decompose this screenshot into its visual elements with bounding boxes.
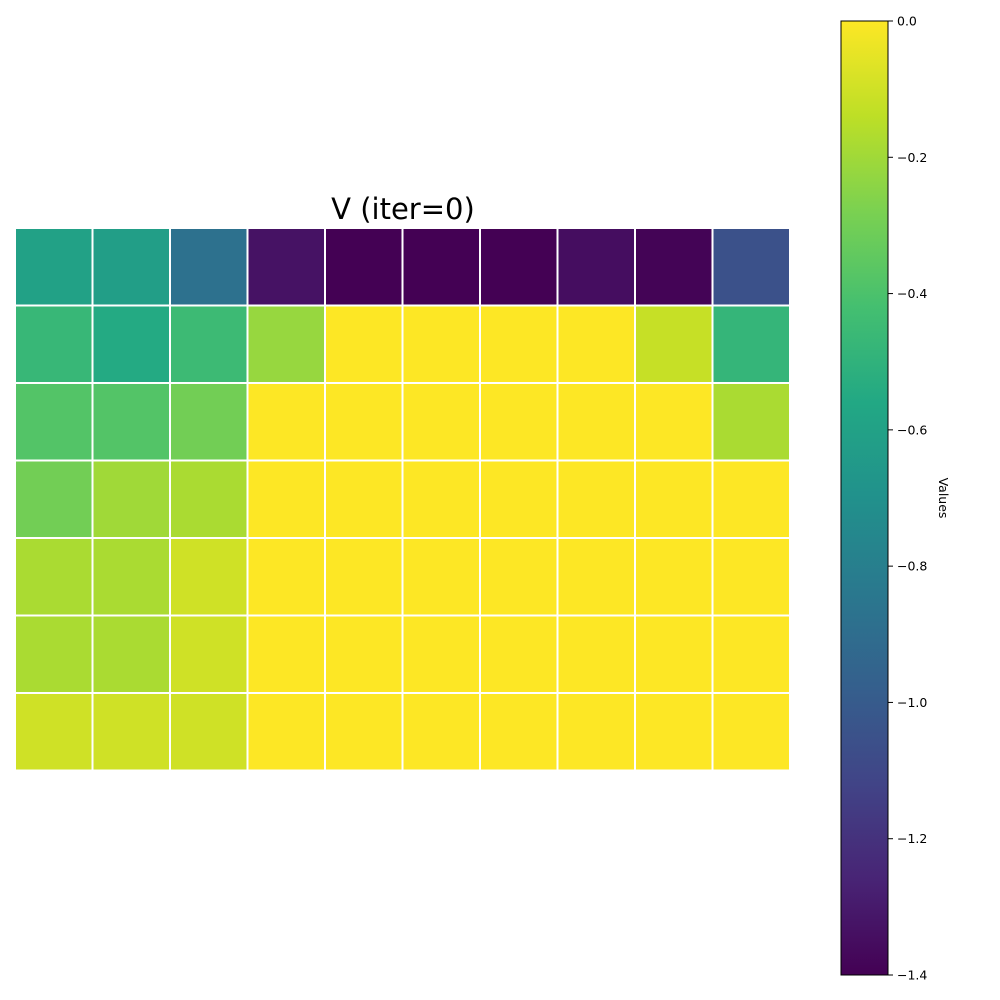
heatmap-cell [171, 694, 247, 770]
heatmap-cell [481, 461, 557, 537]
colorbar-tick-label: −0.6 [897, 422, 927, 437]
heatmap-cell [16, 384, 92, 460]
heatmap-cell [481, 229, 557, 305]
heatmap-cell [481, 384, 557, 460]
heatmap-cell [636, 306, 712, 382]
heatmap-cell [636, 539, 712, 615]
heatmap-cell [558, 461, 634, 537]
colorbar-tick-label: −0.4 [897, 286, 927, 301]
heatmap-cell [403, 461, 479, 537]
heatmap-cell [248, 539, 324, 615]
colorbar-ticks: 0.0 −0.2 −0.4 −0.6 −0.8 −1.0 −1.2 −1.4 [888, 14, 927, 983]
heatmap-cell [481, 539, 557, 615]
heatmap-cell [93, 694, 169, 770]
heatmap-cell [403, 229, 479, 305]
heatmap-cell [93, 539, 169, 615]
heatmap-cell [16, 539, 92, 615]
heatmap-cell [713, 229, 789, 305]
heatmap-cell [326, 384, 402, 460]
colorbar-tick-label: −0.2 [897, 150, 927, 165]
heatmap-cell [326, 616, 402, 692]
heatmap-cell [403, 306, 479, 382]
heatmap-cell [558, 616, 634, 692]
heatmap-cell [248, 616, 324, 692]
heatmap-cell [636, 616, 712, 692]
heatmap-cell [403, 384, 479, 460]
colorbar-tick-label: −1.4 [897, 968, 927, 983]
heatmap-cell [93, 616, 169, 692]
heatmap-cell [171, 306, 247, 382]
heatmap-cell [636, 461, 712, 537]
heatmap-grid [16, 229, 789, 770]
heatmap-cell [713, 616, 789, 692]
heatmap-cell [16, 461, 92, 537]
heatmap-cell [248, 384, 324, 460]
heatmap-cell [171, 616, 247, 692]
heatmap-cell [713, 384, 789, 460]
heatmap-cell [326, 229, 402, 305]
heatmap-cell [636, 229, 712, 305]
heatmap-cell [16, 229, 92, 305]
heatmap-cell [326, 306, 402, 382]
heatmap-cell [403, 616, 479, 692]
heatmap-cell [558, 384, 634, 460]
colorbar [840, 20, 889, 976]
heatmap-cell [713, 539, 789, 615]
heatmap-cell [481, 616, 557, 692]
heatmap-cell [558, 694, 634, 770]
chart-title: V (iter=0) [331, 192, 475, 226]
heatmap-cell [403, 539, 479, 615]
colorbar-tick-label: −1.2 [897, 831, 927, 846]
colorbar-label: Values [936, 478, 951, 519]
heatmap-cell [481, 694, 557, 770]
heatmap-cell [93, 384, 169, 460]
heatmap-cell [326, 694, 402, 770]
heatmap-cell [636, 694, 712, 770]
colorbar-tick-label: −0.8 [897, 559, 927, 574]
heatmap-cell [16, 694, 92, 770]
heatmap-cell [93, 229, 169, 305]
heatmap-cell [16, 306, 92, 382]
heatmap-cell [16, 616, 92, 692]
colorbar-tick-label: 0.0 [897, 14, 917, 29]
heatmap-cell [558, 306, 634, 382]
heatmap-cell [248, 229, 324, 305]
heatmap-cell [171, 384, 247, 460]
heatmap-cell [248, 306, 324, 382]
heatmap-cell [326, 461, 402, 537]
colorbar-tick-label: −1.0 [897, 695, 927, 710]
heatmap-cell [481, 306, 557, 382]
heatmap-cell [713, 461, 789, 537]
heatmap-cell [171, 461, 247, 537]
heatmap-cell [248, 461, 324, 537]
heatmap-cell [713, 694, 789, 770]
heatmap-cell [93, 306, 169, 382]
heatmap-cell [326, 539, 402, 615]
heatmap-cell [558, 539, 634, 615]
heatmap-cell [171, 539, 247, 615]
heatmap-cell [558, 229, 634, 305]
heatmap-cell [171, 229, 247, 305]
heatmap-cell [713, 306, 789, 382]
heatmap-cell [248, 694, 324, 770]
heatmap-cell [403, 694, 479, 770]
heatmap-cell [636, 384, 712, 460]
heatmap-cell [93, 461, 169, 537]
